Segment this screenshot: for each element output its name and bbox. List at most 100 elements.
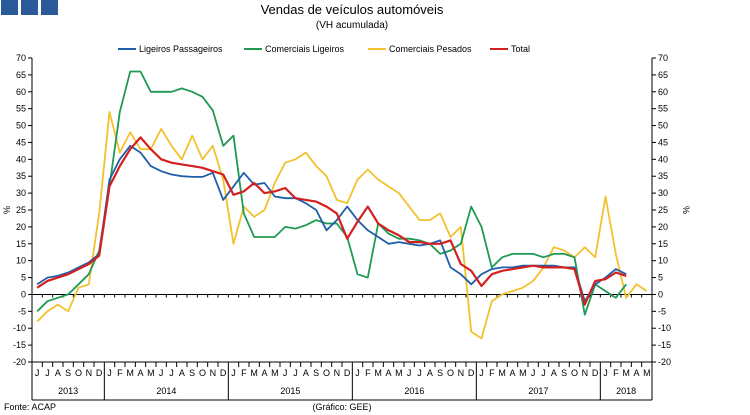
y-tick-label-right: 0 <box>658 289 663 299</box>
x-month-label: J <box>531 368 536 378</box>
x-month-label: S <box>313 368 319 378</box>
x-month-label: J <box>169 368 174 378</box>
footer-credit: (Gráfico: GEE) <box>312 402 371 412</box>
x-month-label: M <box>250 368 258 378</box>
y-tick-label-right: -20 <box>658 357 671 367</box>
x-month-label: S <box>437 368 443 378</box>
x-month-label: A <box>55 368 61 378</box>
chart-subtitle: (VH acumulada) <box>316 20 388 31</box>
y-tick-label-left: 25 <box>16 205 26 215</box>
legend-label-comerciais-ligeiros: Comerciais Ligeiros <box>265 44 345 54</box>
x-month-label: A <box>633 368 639 378</box>
x-month-label: J <box>355 368 360 378</box>
x-year-label: 2018 <box>616 386 636 396</box>
y-tick-label-left: 65 <box>16 70 26 80</box>
x-month-label: F <box>117 368 123 378</box>
x-month-label: M <box>519 368 527 378</box>
y-tick-label-right: 10 <box>658 256 668 266</box>
legend-label-comerciais-pesados: Comerciais Pesados <box>389 44 472 54</box>
x-month-label: J <box>231 368 236 378</box>
x-month-label: O <box>323 368 330 378</box>
x-month-label: J <box>603 368 608 378</box>
x-month-label: N <box>86 368 93 378</box>
y-tick-label-right: 60 <box>658 87 668 97</box>
x-month-label: A <box>137 368 143 378</box>
y-axis-label-right: % <box>681 206 691 214</box>
y-tick-label-right: 70 <box>658 53 668 63</box>
legend-label-ligeiros-passageiros: Ligeiros Passageiros <box>139 44 223 54</box>
chart-series-lines <box>36 70 648 340</box>
x-year-label: 2015 <box>280 386 300 396</box>
x-month-label: D <box>96 368 103 378</box>
x-month-label: A <box>427 368 433 378</box>
legend-label-total: Total <box>511 44 530 54</box>
x-year-label: 2013 <box>58 386 78 396</box>
x-month-label: J <box>283 368 288 378</box>
y-tick-label-right: 50 <box>658 121 668 131</box>
x-month-label: S <box>65 368 71 378</box>
y-tick-label-right: 25 <box>658 205 668 215</box>
x-month-label: O <box>199 368 206 378</box>
y-tick-label-left: 15 <box>16 239 26 249</box>
x-month-label: D <box>592 368 599 378</box>
y-tick-label-left: 70 <box>16 53 26 63</box>
x-month-label: S <box>561 368 567 378</box>
x-month-label: F <box>241 368 247 378</box>
x-month-label: D <box>468 368 475 378</box>
y-tick-label-left: 20 <box>16 222 26 232</box>
x-month-label: J <box>541 368 546 378</box>
x-year-label: 2016 <box>404 386 424 396</box>
corner-square-1 <box>1 0 18 15</box>
x-month-label: J <box>417 368 422 378</box>
x-month-label: M <box>395 368 403 378</box>
x-month-label: F <box>489 368 495 378</box>
x-month-label: F <box>613 368 619 378</box>
y-tick-label-right: 30 <box>658 188 668 198</box>
y-tick-label-left: -15 <box>13 340 26 350</box>
y-tick-label-left: -20 <box>13 357 26 367</box>
y-tick-label-left: -5 <box>18 306 26 316</box>
y-tick-label-right: -5 <box>658 306 666 316</box>
y-axis-label-left: % <box>2 206 12 214</box>
x-month-label: A <box>303 368 309 378</box>
x-month-label: M <box>147 368 155 378</box>
corner-square-2 <box>21 0 38 15</box>
y-tick-label-left: 60 <box>16 87 26 97</box>
x-month-label: O <box>75 368 82 378</box>
x-month-label: J <box>45 368 50 378</box>
x-month-label: J <box>407 368 412 378</box>
y-tick-label-left: -10 <box>13 323 26 333</box>
x-month-label: M <box>126 368 134 378</box>
chart-legend: Ligeiros Passageiros Comerciais Ligeiros C… <box>118 44 530 54</box>
x-month-label: S <box>189 368 195 378</box>
x-month-label: J <box>159 368 164 378</box>
x-month-label: J <box>107 368 112 378</box>
y-tick-label-right: -10 <box>658 323 671 333</box>
series-line-total <box>36 136 627 306</box>
x-month-label: A <box>551 368 557 378</box>
y-tick-label-left: 0 <box>21 289 26 299</box>
x-month-label: A <box>179 368 185 378</box>
y-tick-label-right: 35 <box>658 171 668 181</box>
footer-source: Fonte: ACAP <box>4 402 56 412</box>
y-tick-label-left: 55 <box>16 104 26 114</box>
x-year-label: 2017 <box>528 386 548 396</box>
y-tick-label-left: 30 <box>16 188 26 198</box>
y-tick-label-right: 55 <box>658 104 668 114</box>
y-tick-label-right: -15 <box>658 340 671 350</box>
y-tick-label-right: 15 <box>658 239 668 249</box>
x-month-label: O <box>571 368 578 378</box>
x-month-label: O <box>447 368 454 378</box>
y-tick-label-left: 10 <box>16 256 26 266</box>
y-tick-label-left: 40 <box>16 154 26 164</box>
chart-title: Vendas de veículos automóveis <box>261 2 444 17</box>
corner-square-3 <box>41 0 58 15</box>
y-tick-label-left: 5 <box>21 273 26 283</box>
x-month-label: N <box>210 368 217 378</box>
y-tick-label-left: 50 <box>16 121 26 131</box>
y-tick-label-left: 35 <box>16 171 26 181</box>
x-month-label: J <box>479 368 484 378</box>
x-month-label: A <box>385 368 391 378</box>
x-month-label: M <box>622 368 630 378</box>
x-month-label: N <box>458 368 465 378</box>
